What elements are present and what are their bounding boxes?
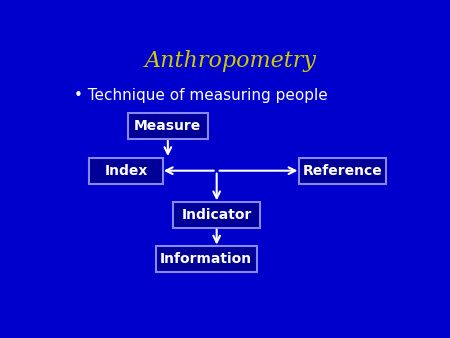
Text: Anthropometry: Anthropometry <box>144 50 317 72</box>
FancyBboxPatch shape <box>90 158 162 184</box>
Text: Indicator: Indicator <box>181 208 252 222</box>
Text: Index: Index <box>104 164 148 178</box>
Text: Measure: Measure <box>134 119 202 134</box>
FancyBboxPatch shape <box>299 158 386 184</box>
Text: Information: Information <box>160 252 252 266</box>
Text: • Technique of measuring people: • Technique of measuring people <box>74 88 328 103</box>
FancyBboxPatch shape <box>173 202 260 228</box>
FancyBboxPatch shape <box>128 114 208 140</box>
FancyBboxPatch shape <box>156 246 257 272</box>
Text: Reference: Reference <box>302 164 382 178</box>
